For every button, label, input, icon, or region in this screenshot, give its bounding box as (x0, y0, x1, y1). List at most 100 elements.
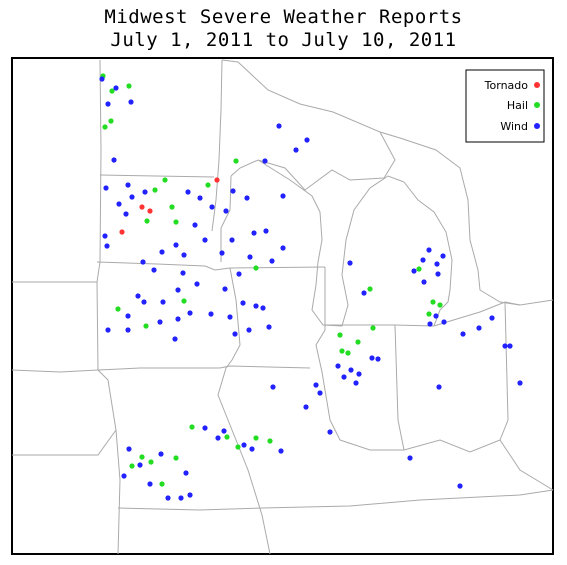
wind-report-point (229, 237, 235, 243)
wind-report-point (197, 195, 203, 201)
hail-report-point (370, 325, 376, 331)
wind-report-point (375, 356, 381, 362)
tornado-report-point (119, 229, 125, 235)
wind-report-point (236, 271, 242, 277)
wind-report-point (249, 446, 255, 452)
wind-report-point (293, 147, 299, 153)
lake-erie-north (433, 301, 521, 327)
hail-report-point (148, 459, 154, 465)
wind-report-point (341, 374, 347, 380)
wind-report-point (421, 279, 427, 285)
wind-report-point (457, 483, 463, 489)
wind-report-point (251, 230, 257, 236)
canada-border-east (379, 131, 554, 306)
wind-report-point (327, 429, 333, 435)
wind-report-point (348, 367, 354, 373)
wind-report-point (227, 314, 233, 320)
hail-report-point (337, 332, 343, 338)
legend-hail-label: Hail (507, 99, 528, 112)
hail-report-point (115, 306, 121, 312)
wind-report-point (347, 260, 353, 266)
mississippi-river (217, 267, 271, 555)
wind-report-point (263, 228, 269, 234)
wind-report-point (266, 324, 272, 330)
wind-report-point (489, 315, 495, 321)
lake-michigan-west-shore (311, 211, 324, 326)
wind-report-point (209, 204, 215, 210)
hail-report-point (345, 350, 351, 356)
wind-report-point (278, 448, 284, 454)
wind-report-point (135, 293, 141, 299)
wind-report-point (151, 267, 157, 273)
wind-report-point (441, 319, 447, 325)
wind-report-point (192, 222, 198, 228)
wind-report-point (185, 189, 191, 195)
hail-report-point (143, 323, 149, 329)
wind-report-point (105, 101, 111, 107)
wind-report-point (116, 201, 122, 207)
wind-report-point (517, 380, 523, 386)
hail-report-point (159, 481, 165, 487)
wind-report-point (460, 331, 466, 337)
wind-report-point (178, 495, 184, 501)
wind-report-point (270, 384, 276, 390)
wind-report-point (180, 270, 186, 276)
wind-report-point (507, 343, 513, 349)
legend-tornado-dot (534, 82, 540, 88)
wind-report-point (303, 404, 309, 410)
wind-report-point (440, 253, 446, 259)
wind-report-point (280, 245, 286, 251)
nebraska-kansas-border (11, 369, 99, 373)
hail-report-point (108, 118, 114, 124)
wind-report-point (335, 363, 341, 369)
tornado-report-point (139, 204, 145, 210)
hail-report-point (126, 83, 132, 89)
hail-report-point (102, 124, 108, 130)
hail-report-point (367, 286, 373, 292)
hail-report-point (430, 299, 436, 305)
wind-report-point (165, 495, 171, 501)
wind-report-point (111, 157, 117, 163)
wind-report-point (172, 336, 178, 342)
wind-report-point (105, 327, 111, 333)
wind-report-point (187, 310, 193, 316)
nd-sd-border (99, 174, 215, 178)
legend-box (465, 69, 545, 143)
hail-report-point (224, 434, 230, 440)
wind-report-point (317, 390, 323, 396)
tornado-report-point (214, 177, 220, 183)
indiana-ohio-border (394, 324, 405, 451)
hail-report-point (233, 158, 239, 164)
hail-report-point (181, 298, 187, 304)
legend-wind-label: Wind (500, 120, 528, 133)
wind-report-point (276, 123, 282, 129)
minnesota-west-border (211, 59, 223, 232)
legend-tornado-label: Tornado (484, 79, 529, 92)
wind-report-point (253, 303, 259, 309)
hail-report-point (267, 438, 273, 444)
wind-report-point (407, 455, 413, 461)
map-frame (11, 57, 554, 555)
wind-report-point (157, 319, 163, 325)
wind-report-point (502, 343, 508, 349)
wind-report-point (356, 371, 362, 377)
wind-report-point (222, 286, 228, 292)
wind-report-point (240, 300, 246, 306)
wind-report-point (128, 99, 134, 105)
hail-report-point (173, 219, 179, 225)
wind-report-point (208, 311, 214, 317)
hail-report-point (129, 463, 135, 469)
wind-report-point (181, 252, 187, 258)
ohio-pennsylvania-border (499, 301, 509, 441)
wind-report-point (260, 305, 266, 311)
wind-report-point (125, 327, 131, 333)
hail-report-point (205, 182, 211, 188)
hail-report-point (173, 455, 179, 461)
hail-report-point (109, 88, 115, 94)
wisconsin-upper-michigan-border (257, 159, 321, 213)
wind-report-point (147, 481, 153, 487)
wind-report-point (433, 313, 439, 319)
lake-michigan-east-shore (322, 175, 405, 327)
wind-report-point (175, 316, 181, 322)
